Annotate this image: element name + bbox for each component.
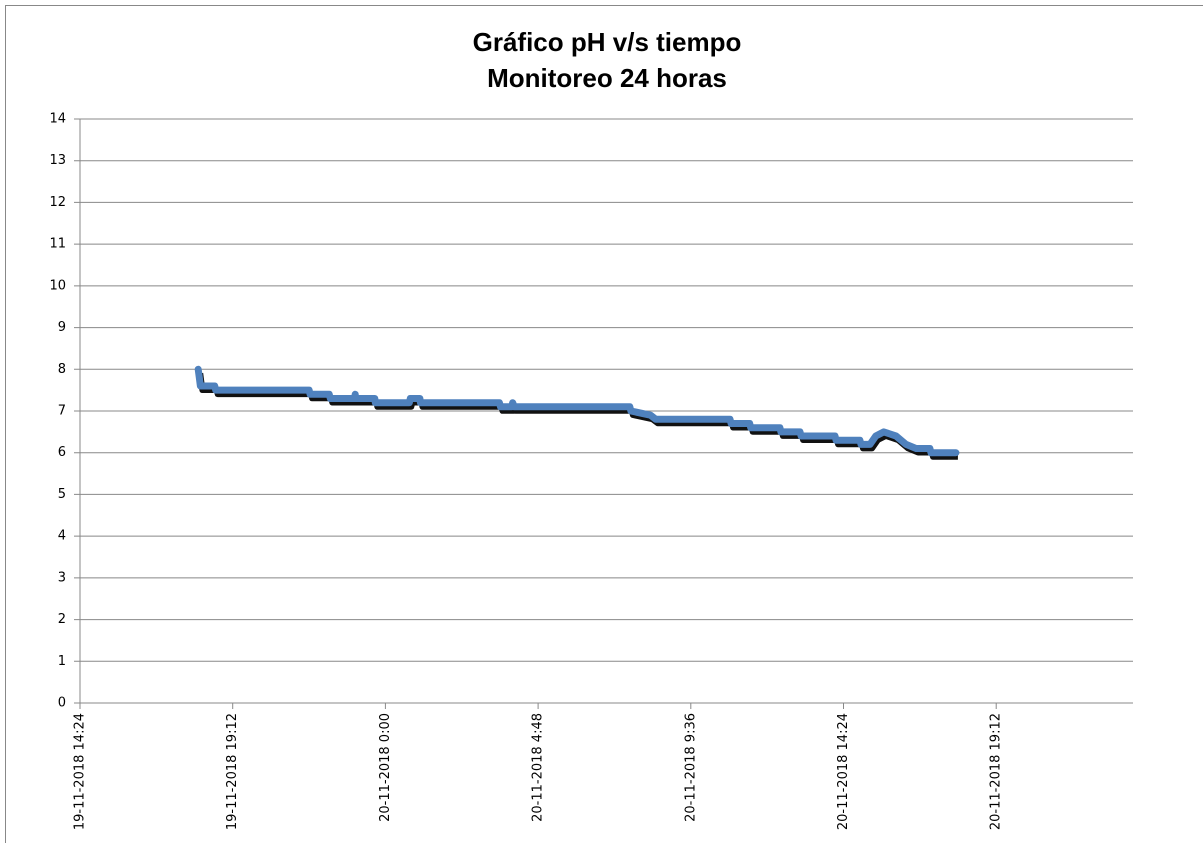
x-tick-label: 20-11-2018 14:24 bbox=[836, 713, 851, 830]
y-tick-label: 1 bbox=[58, 654, 66, 669]
y-tick-label: 4 bbox=[58, 529, 66, 544]
y-tick-label: 3 bbox=[58, 570, 66, 585]
line bbox=[194, 365, 960, 457]
chart-border bbox=[5, 5, 1203, 843]
y-tick-label: 14 bbox=[49, 112, 66, 127]
chart-subtitle: Monitoreo 24 horas bbox=[487, 63, 727, 93]
y-tick-label: 5 bbox=[58, 487, 66, 502]
y-tick-label: 8 bbox=[58, 362, 66, 377]
y-tick-label: 10 bbox=[49, 278, 66, 293]
y-tick-label: 9 bbox=[58, 320, 66, 335]
x-tick-label: 20-11-2018 19:12 bbox=[989, 713, 1004, 830]
y-tick-label: 11 bbox=[49, 237, 66, 252]
y-tick-label: 6 bbox=[58, 445, 66, 460]
y-tick-label: 2 bbox=[58, 612, 66, 627]
chart-title: Gráfico pH v/s tiempo bbox=[473, 27, 742, 57]
x-tick-label: 19-11-2018 19:12 bbox=[225, 713, 240, 830]
y-tick-label: 12 bbox=[49, 195, 66, 210]
y-tick-label: 0 bbox=[58, 696, 66, 711]
x-tick-label: 20-11-2018 0:00 bbox=[378, 713, 393, 822]
x-tick-label: 20-11-2018 4:48 bbox=[531, 713, 546, 822]
y-tick-label: 13 bbox=[49, 153, 66, 168]
x-tick-label: 19-11-2018 14:24 bbox=[73, 713, 88, 830]
y-tick-label: 7 bbox=[58, 404, 66, 419]
x-tick-label: 20-11-2018 9:36 bbox=[683, 713, 698, 822]
